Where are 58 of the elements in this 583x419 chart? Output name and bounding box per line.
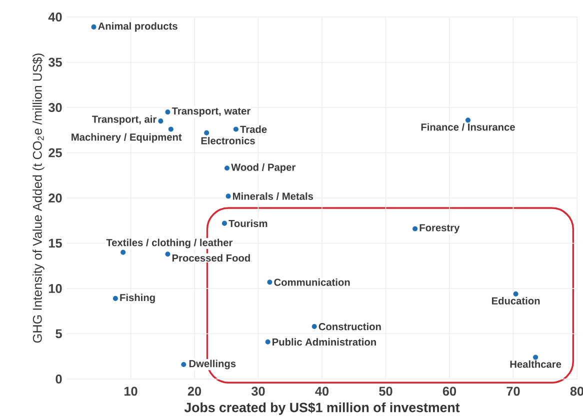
y-tick-label: 20 (48, 194, 62, 202)
y-tick-label: 0 (56, 374, 62, 384)
point (158, 118, 164, 124)
x-tick-label: 40 (315, 386, 329, 396)
point (91, 24, 96, 30)
annotation: Finance / Insurance (421, 123, 515, 131)
point (165, 109, 170, 115)
y-tick-label: 15 (48, 238, 62, 248)
point (181, 362, 186, 368)
point (465, 118, 471, 123)
x-tick-label: 20 (188, 386, 202, 396)
x-tick-label: 30 (251, 386, 265, 396)
point (120, 250, 126, 255)
point (204, 130, 210, 136)
point (233, 126, 238, 132)
point (112, 296, 118, 301)
annotation: Transport, water (172, 107, 250, 117)
y-tick-label: 10 (48, 284, 62, 293)
annotation: Trade (240, 126, 267, 133)
annotation: Electronics (201, 136, 255, 144)
y-tick-label: 35 (48, 58, 62, 67)
point (312, 324, 317, 330)
y-axis-title: GHG Intensity of Value Added (t CO$_{2}$e /million US$) (32, 54, 44, 343)
point (533, 354, 538, 360)
y-tick-label: 25 (48, 148, 62, 158)
x-axis-title: Jobs created by US$1 million of investment (184, 402, 460, 415)
annotation: Animal products (98, 22, 178, 32)
x-tick-label: 10 (124, 386, 138, 396)
annotation: Tourism (228, 220, 268, 228)
y-tick-label: 5 (56, 329, 62, 338)
point (412, 226, 418, 232)
point (168, 126, 174, 132)
annotation: Forestry (420, 224, 460, 234)
annotation: Education (492, 297, 540, 304)
point (165, 252, 170, 257)
annotation: Machinery / Equipment (72, 133, 182, 143)
x-tick-label: 50 (379, 386, 392, 396)
point (224, 166, 230, 171)
y-tick-label: 40 (48, 12, 62, 22)
annotation: Transport, air (92, 115, 156, 125)
x-tick-label: 70 (506, 386, 520, 396)
y-tick-label: 30 (48, 103, 62, 112)
annotation: Healthcare (510, 360, 562, 368)
annotation: Fishing (120, 294, 155, 304)
annotation: Public Administration (272, 338, 376, 346)
annotation: Processed Food (172, 254, 250, 262)
x-tick-label: 60 (442, 386, 456, 396)
point (267, 280, 272, 285)
annotation: Minerals / Metals (233, 192, 314, 200)
annotation: Dwellings (189, 360, 236, 370)
point (513, 291, 518, 296)
point (222, 220, 227, 226)
point (226, 194, 231, 199)
point (265, 339, 270, 344)
annotation: Communication (274, 278, 350, 286)
annotation: Wood / Paper (231, 163, 296, 173)
annotation: Textiles / clothing / leather (106, 238, 233, 248)
annotation: Construction (318, 322, 381, 330)
